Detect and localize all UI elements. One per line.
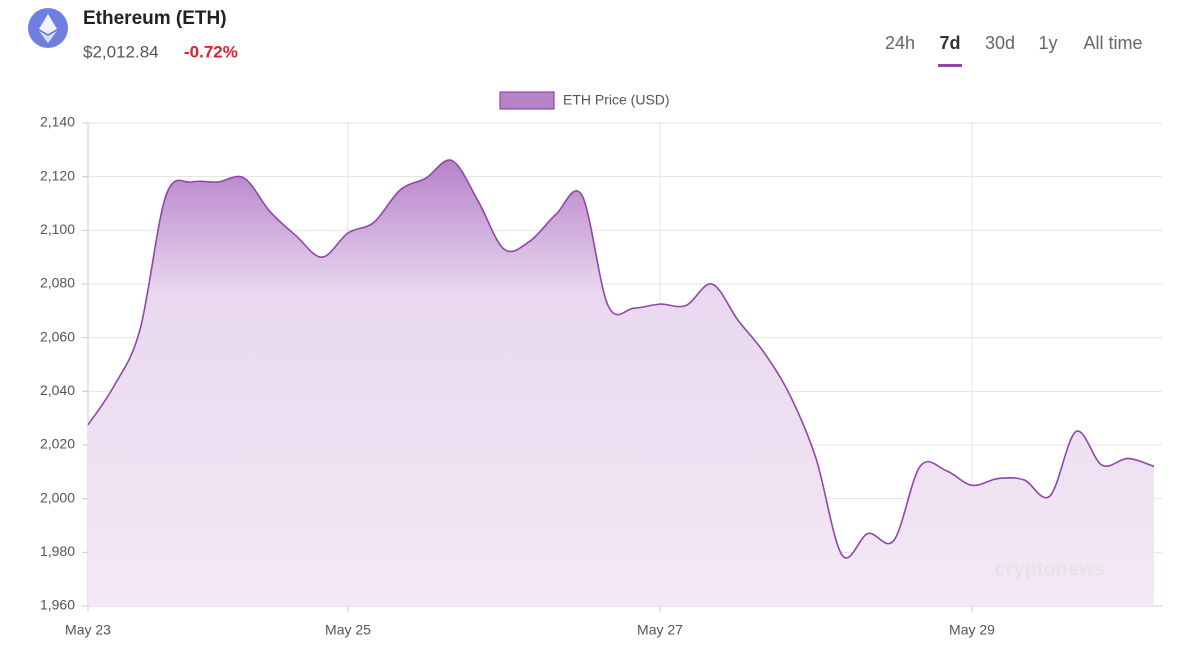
y-tick-label: 1,960 [40, 597, 75, 613]
coin-title: Ethereum (ETH) [83, 8, 227, 29]
price: $2,012.84 [83, 42, 159, 61]
legend-swatch [499, 91, 555, 110]
y-tick-label: 2,040 [40, 382, 75, 398]
legend-label: ETH Price (USD) [563, 92, 670, 108]
area-fill [88, 159, 1154, 606]
y-tick-label: 1,980 [40, 543, 75, 559]
plot: 1,960 1,980 2,000 2,020 2,040 2,060 2,080 2,100… [40, 91, 1162, 638]
y-tick-label: 2,020 [40, 436, 75, 452]
y-tick-label: 2,120 [40, 167, 75, 183]
time-tab[interactable]: 1y [1038, 33, 1057, 53]
time-tab[interactable]: 7d [939, 33, 960, 53]
time-tab[interactable]: 24h [885, 33, 915, 53]
price-change: -0.72% [184, 42, 238, 61]
x-tick-label: May 29 [949, 622, 995, 638]
eth-icon [28, 8, 68, 48]
time-tabs: 24h 7d 30d 1y All time [885, 33, 1143, 67]
active-tab-underline [938, 64, 962, 67]
watermark: cryptonews [994, 558, 1105, 580]
time-tab[interactable]: 30d [985, 33, 1015, 53]
time-tab[interactable]: All time [1083, 33, 1142, 53]
x-tick-label: May 23 [65, 622, 111, 638]
y-tick-label: 2,080 [40, 275, 75, 291]
price-line [87, 159, 1155, 559]
y-tick-label: 2,100 [40, 221, 75, 237]
y-tick-label: 2,060 [40, 328, 75, 344]
x-tick-label: May 25 [325, 622, 371, 638]
y-tick-label: 2,140 [40, 114, 75, 130]
y-tick-label: 2,000 [40, 489, 75, 505]
x-tick-label: May 27 [637, 622, 683, 638]
